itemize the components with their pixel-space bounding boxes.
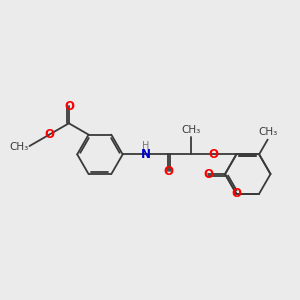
Text: O: O bbox=[163, 165, 173, 178]
Text: N: N bbox=[140, 148, 150, 161]
Text: O: O bbox=[231, 187, 242, 200]
Text: H: H bbox=[142, 141, 149, 151]
Text: CH₃: CH₃ bbox=[181, 124, 200, 135]
Text: O: O bbox=[209, 148, 219, 161]
Text: O: O bbox=[203, 168, 213, 181]
Text: CH₃: CH₃ bbox=[258, 127, 277, 137]
Text: O: O bbox=[64, 100, 74, 113]
Text: O: O bbox=[44, 128, 54, 141]
Text: CH₃: CH₃ bbox=[9, 142, 28, 152]
